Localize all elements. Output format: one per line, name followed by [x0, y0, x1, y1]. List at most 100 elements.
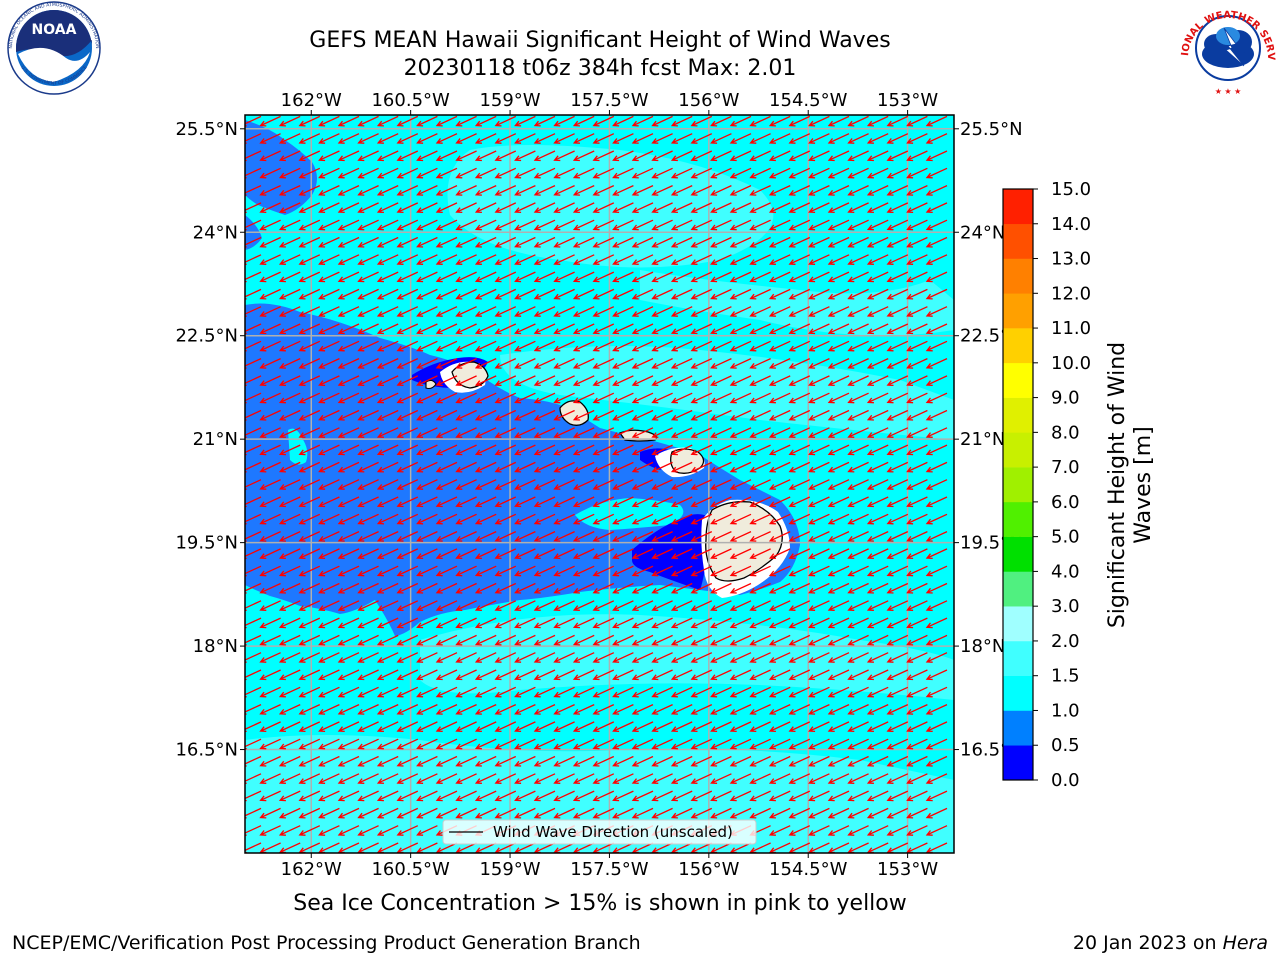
wave-direction-arrow	[768, 444, 791, 456]
wave-direction-arrow	[376, 807, 399, 819]
wave-direction-arrow	[749, 686, 771, 698]
wave-direction-arrow	[670, 271, 693, 283]
wave-direction-arrow	[514, 358, 536, 369]
wave-direction-arrow	[847, 150, 869, 162]
wave-direction-arrow	[494, 721, 517, 733]
wave-direction-arrow	[455, 582, 477, 594]
wave-direction-arrow	[925, 513, 948, 525]
wave-direction-arrow	[337, 565, 360, 577]
wave-direction-arrow	[396, 427, 419, 438]
wave-direction-arrow	[710, 721, 732, 733]
wave-direction-arrow	[886, 219, 909, 231]
wave-direction-arrow	[278, 133, 301, 144]
wave-direction-arrow	[592, 479, 615, 490]
wave-direction-arrow	[435, 323, 458, 335]
wave-direction-arrow	[572, 271, 595, 283]
wave-direction-arrow	[298, 582, 321, 594]
wave-direction-arrow	[592, 271, 615, 283]
wave-direction-arrow	[612, 409, 634, 421]
wave-direction-arrow	[533, 531, 556, 542]
wave-direction-arrow	[357, 340, 379, 352]
wave-direction-arrow	[455, 531, 477, 542]
colorbar-segment	[1003, 258, 1033, 294]
wave-direction-arrow	[376, 358, 399, 369]
colorbar-tick-label: 0.0	[1051, 770, 1080, 791]
wave-direction-arrow	[376, 288, 399, 300]
wave-direction-arrow	[278, 358, 301, 369]
wave-direction-arrow	[455, 323, 477, 335]
wave-direction-arrow	[533, 427, 556, 438]
wave-direction-arrow	[592, 842, 615, 853]
wave-direction-arrow	[690, 461, 713, 473]
wave-direction-arrow	[337, 254, 360, 265]
wave-direction-arrow	[749, 375, 771, 387]
wave-direction-arrow	[690, 202, 713, 214]
lat-label-left: 24°N	[193, 222, 238, 243]
wave-direction-arrow	[553, 427, 575, 438]
wave-direction-arrow	[710, 617, 732, 629]
wave-band-east	[500, 346, 954, 440]
wave-direction-arrow	[592, 617, 615, 629]
wave-direction-arrow	[533, 721, 556, 733]
wave-direction-arrow	[514, 531, 536, 542]
wave-direction-arrow	[337, 150, 360, 162]
wave-direction-arrow	[455, 825, 477, 836]
wave-direction-arrow	[494, 513, 517, 525]
wave-direction-arrow	[572, 721, 595, 733]
lon-label-top: 154.5°W	[769, 90, 848, 111]
wave-direction-arrow	[906, 133, 928, 144]
wave-direction-arrow	[572, 409, 595, 421]
gridlines	[245, 115, 954, 853]
wave-direction-arrow	[435, 686, 458, 698]
wave-direction-arrow	[514, 236, 536, 248]
wave-direction-arrow	[592, 185, 615, 196]
wave-direction-arrow	[886, 686, 909, 698]
wave-direction-arrow	[592, 582, 615, 594]
wave-direction-arrow	[827, 496, 850, 508]
wave-direction-arrow	[847, 427, 869, 438]
wave-direction-arrow	[612, 548, 634, 560]
wave-direction-arrow	[827, 306, 850, 317]
wave-direction-arrow	[710, 271, 732, 283]
wave-direction-arrow	[827, 323, 850, 335]
wave-direction-arrow	[592, 652, 615, 663]
wave-direction-arrow	[592, 704, 615, 715]
wave-direction-arrow	[906, 185, 928, 196]
wave-direction-arrow	[847, 825, 869, 836]
wave-direction-arrow	[455, 842, 477, 853]
wave-direction-arrow	[474, 392, 497, 404]
wave-direction-arrow	[278, 738, 301, 750]
wave-direction-arrow	[651, 704, 673, 715]
nodata-kauai	[440, 361, 486, 393]
wave-direction-arrow	[670, 375, 693, 387]
colorbar-segment	[1003, 328, 1033, 364]
wave-direction-arrow	[376, 600, 399, 611]
wave-direction-arrow	[886, 150, 909, 162]
wave-direction-arrow	[396, 531, 419, 542]
wave-direction-arrow	[925, 634, 948, 646]
wave-direction-arrow	[847, 133, 869, 144]
wave-direction-arrow	[474, 652, 497, 663]
wave-direction-arrow	[572, 496, 595, 508]
wave-direction-arrow	[612, 496, 634, 508]
wave-direction-arrow	[710, 288, 732, 300]
wave-direction-arrow	[455, 375, 477, 387]
wave-direction-arrow	[827, 271, 850, 283]
wave-direction-arrow	[337, 444, 360, 456]
wave-direction-arrow	[729, 323, 752, 335]
wave-direction-arrow	[416, 150, 438, 162]
wave-direction-arrow	[514, 773, 536, 784]
wave-direction-arrow	[318, 634, 340, 646]
wave-direction-arrow	[866, 825, 889, 836]
wave-direction-arrow	[278, 392, 301, 404]
wave-direction-arrow	[768, 271, 791, 283]
wave-direction-arrow	[553, 704, 575, 715]
wave-direction-arrow	[514, 790, 536, 802]
wave-direction-arrow	[866, 773, 889, 784]
colorbar-segment	[1003, 606, 1033, 642]
noaa-logo-text: NOAA	[32, 22, 77, 38]
wave-direction-arrow	[690, 513, 713, 525]
wave-direction-arrow	[318, 375, 340, 387]
wave-direction-arrow	[376, 548, 399, 560]
wave-direction-arrow	[788, 461, 811, 473]
